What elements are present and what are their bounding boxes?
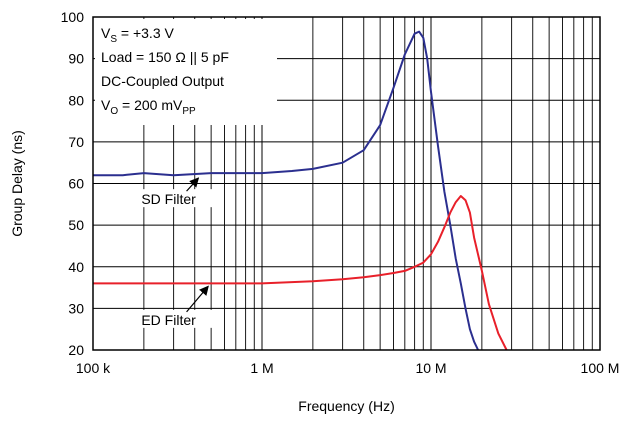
annotation-arrow <box>186 177 200 192</box>
y-tick-label: 40 <box>68 259 84 275</box>
y-tick-label: 30 <box>68 300 84 316</box>
x-tick-label: 10 M <box>415 360 446 376</box>
condition-line: VS = +3.3 V <box>101 25 174 45</box>
y-tick-label: 100 <box>61 9 85 25</box>
plot-frame <box>92 16 601 351</box>
condition-line: DC-Coupled Output <box>101 73 224 89</box>
series-line <box>93 195 508 351</box>
conditions-box-background <box>95 19 277 125</box>
y-axis-title: Group Delay (ns) <box>9 130 25 237</box>
condition-line: VO = 200 mVPP <box>101 97 196 117</box>
test-conditions: VS = +3.3 V Load = 150 Ω || 5 pF DC-Couple… <box>101 25 229 117</box>
annotation-bg <box>124 309 213 328</box>
y-tick-label: 70 <box>68 134 84 150</box>
y-tick-label: 50 <box>68 217 84 233</box>
x-tick-label: 100 M <box>581 360 620 376</box>
y-tick-label: 60 <box>68 176 84 192</box>
x-tick-label: 1 M <box>250 360 273 376</box>
series-annotation-label: SD Filter <box>141 191 196 207</box>
axis-ticks: 20 30 40 50 60 70 80 90 100 100 k 1 M 10 M 100 M <box>61 9 620 376</box>
x-axis-title: Frequency (Hz) <box>298 398 394 414</box>
condition-line: Load = 150 Ω || 5 pF <box>101 49 229 65</box>
annotation-arrow <box>186 285 209 313</box>
y-tick-label: 20 <box>68 342 84 358</box>
series-lines <box>93 30 508 351</box>
series-annotations: SD Filter ED Filter <box>124 177 213 328</box>
annotation-bg <box>124 189 213 208</box>
series-line <box>93 30 480 351</box>
series-annotation-label: ED Filter <box>141 312 196 328</box>
y-tick-label: 80 <box>68 92 84 108</box>
x-tick-label: 100 k <box>76 360 111 376</box>
y-tick-label: 90 <box>68 51 84 67</box>
